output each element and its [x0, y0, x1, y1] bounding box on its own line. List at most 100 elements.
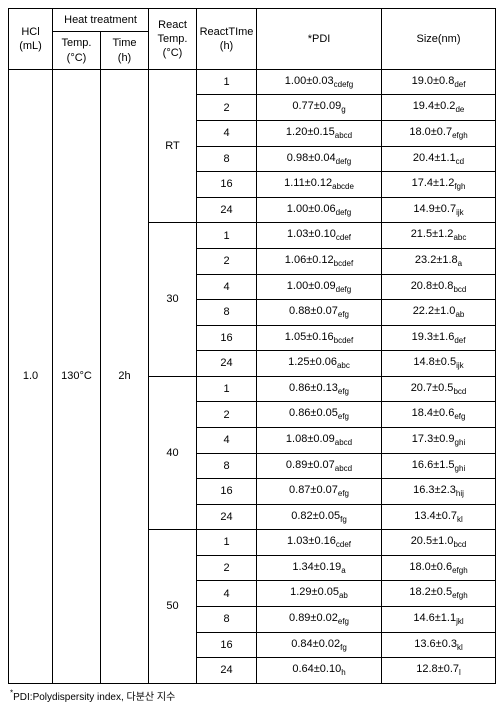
size-subscript: efgh	[452, 131, 468, 140]
cell-size: 18.4±0.6efg	[382, 402, 496, 428]
pdi-subscript: fg	[340, 515, 347, 524]
cell-reacttime: 8	[197, 146, 257, 172]
cell-size: 22.2±1.0ab	[382, 300, 496, 326]
cell-reacttemp: 50	[149, 530, 197, 683]
size-value: 21.5±1.2	[411, 228, 454, 240]
cell-pdi: 1.03±0.16cdef	[257, 530, 382, 556]
size-value: 19.4±0.2	[413, 100, 456, 112]
size-subscript: bcd	[453, 285, 466, 294]
size-subscript: def	[454, 336, 465, 345]
pdi-value: 0.77±0.09	[292, 100, 341, 112]
size-value: 20.8±0.8	[411, 280, 454, 292]
cell-pdi: 0.88±0.07efg	[257, 300, 382, 326]
cell-size: 12.8±0.7l	[382, 658, 496, 684]
cell-reacttime: 1	[197, 69, 257, 95]
cell-reacttemp: 30	[149, 223, 197, 376]
size-value: 14.9±0.7	[413, 203, 456, 215]
pdi-subscript: defg	[336, 208, 352, 217]
size-value: 16.6±1.5	[412, 459, 455, 471]
size-subscript: cd	[456, 157, 464, 166]
cell-reacttime: 4	[197, 274, 257, 300]
cell-size: 16.6±1.5ghi	[382, 453, 496, 479]
pdi-value: 0.87±0.07	[289, 484, 338, 496]
size-subscript: de	[455, 106, 464, 115]
cell-reacttime: 1	[197, 530, 257, 556]
pdi-value: 1.05±0.16	[285, 331, 334, 343]
cell-size: 20.7±0.5bcd	[382, 376, 496, 402]
cell-pdi: 1.29±0.05ab	[257, 581, 382, 607]
size-value: 22.2±1.0	[413, 305, 456, 317]
pdi-subscript: g	[341, 106, 345, 115]
cell-reacttime: 8	[197, 300, 257, 326]
size-subscript: def	[454, 80, 465, 89]
size-subscript: bcd	[453, 540, 466, 549]
pdi-subscript: abcd	[335, 464, 352, 473]
size-value: 20.5±1.0	[411, 535, 454, 547]
cell-reacttemp: 40	[149, 376, 197, 529]
size-value: 16.3±2.3	[413, 484, 456, 496]
footnote: *PDI:Polydispersity index, 다분산 지수	[8, 684, 495, 703]
size-subscript: ijk	[456, 208, 464, 217]
size-subscript: efg	[454, 413, 465, 422]
size-subscript: kl	[457, 643, 463, 652]
pdi-subscript: efg	[338, 413, 349, 422]
col-heat: Heat treatment	[53, 9, 149, 32]
col-reacttime: ReactTIme(h)	[197, 9, 257, 70]
pdi-subscript: abcd	[335, 438, 352, 447]
size-subscript: efgh	[452, 566, 468, 575]
cell-reacttime: 2	[197, 248, 257, 274]
pdi-value: 1.25±0.06	[288, 356, 337, 368]
table-body: 1.0130°C2hRT11.00±0.03cdefg19.0±0.8def20…	[9, 69, 496, 683]
size-subscript: bcd	[453, 387, 466, 396]
size-value: 12.8±0.7	[416, 663, 459, 675]
pdi-subscript: efg	[338, 489, 349, 498]
cell-reacttime: 2	[197, 402, 257, 428]
footnote-text: PDI:Polydispersity index, 다분산 지수	[13, 692, 175, 703]
size-subscript: ijk	[456, 361, 464, 370]
col-time: Time(h)	[101, 32, 149, 70]
cell-pdi: 0.82±0.05fg	[257, 504, 382, 530]
cell-heattime: 2h	[101, 69, 149, 683]
cell-size: 14.8±0.5ijk	[382, 351, 496, 377]
pdi-subscript: cdef	[336, 540, 351, 549]
pdi-subscript: abcd	[335, 131, 352, 140]
cell-size: 23.2±1.8a	[382, 248, 496, 274]
pdi-value: 0.82±0.05	[291, 510, 340, 522]
pdi-subscript: cdef	[336, 234, 351, 243]
size-subscript: abc	[453, 234, 466, 243]
size-subscript: efgh	[452, 592, 468, 601]
pdi-subscript: defg	[336, 157, 352, 166]
cell-size: 16.3±2.3hij	[382, 479, 496, 505]
pdi-subscript: abcde	[332, 182, 354, 191]
pdi-value: 1.00±0.09	[287, 280, 336, 292]
size-value: 18.2±0.5	[409, 586, 452, 598]
size-value: 18.4±0.6	[412, 407, 455, 419]
pdi-value: 1.34±0.19	[292, 561, 341, 573]
pdi-subscript: efg	[338, 310, 349, 319]
cell-reacttime: 24	[197, 351, 257, 377]
table-header: HCl(mL) Heat treatment ReactTemp.(°C) Re…	[9, 9, 496, 70]
cell-pdi: 1.00±0.03cdefg	[257, 69, 382, 95]
cell-size: 17.4±1.2fgh	[382, 172, 496, 198]
cell-pdi: 0.77±0.09g	[257, 95, 382, 121]
pdi-value: 1.06±0.12	[285, 254, 334, 266]
pdi-subscript: bcdef	[334, 259, 354, 268]
pdi-value: 0.89±0.02	[289, 612, 338, 624]
cell-size: 18.0±0.6efgh	[382, 555, 496, 581]
size-value: 13.6±0.3	[414, 638, 457, 650]
pdi-value: 1.11±0.12	[284, 177, 332, 189]
pdi-subscript: ab	[339, 592, 348, 601]
cell-size: 18.0±0.7efgh	[382, 121, 496, 147]
pdi-value: 0.89±0.07	[286, 459, 335, 471]
table-row: 1.0130°C2hRT11.00±0.03cdefg19.0±0.8def	[9, 69, 496, 95]
cell-reacttime: 8	[197, 607, 257, 633]
size-subscript: fgh	[454, 182, 465, 191]
col-hcl: HCl(mL)	[9, 9, 53, 70]
size-value: 18.0±0.6	[409, 561, 452, 573]
cell-size: 19.3±1.6def	[382, 325, 496, 351]
cell-size: 19.0±0.8def	[382, 69, 496, 95]
pdi-value: 0.88±0.07	[289, 305, 338, 317]
cell-pdi: 1.34±0.19a	[257, 555, 382, 581]
cell-reacttemp: RT	[149, 69, 197, 222]
cell-pdi: 0.87±0.07efg	[257, 479, 382, 505]
